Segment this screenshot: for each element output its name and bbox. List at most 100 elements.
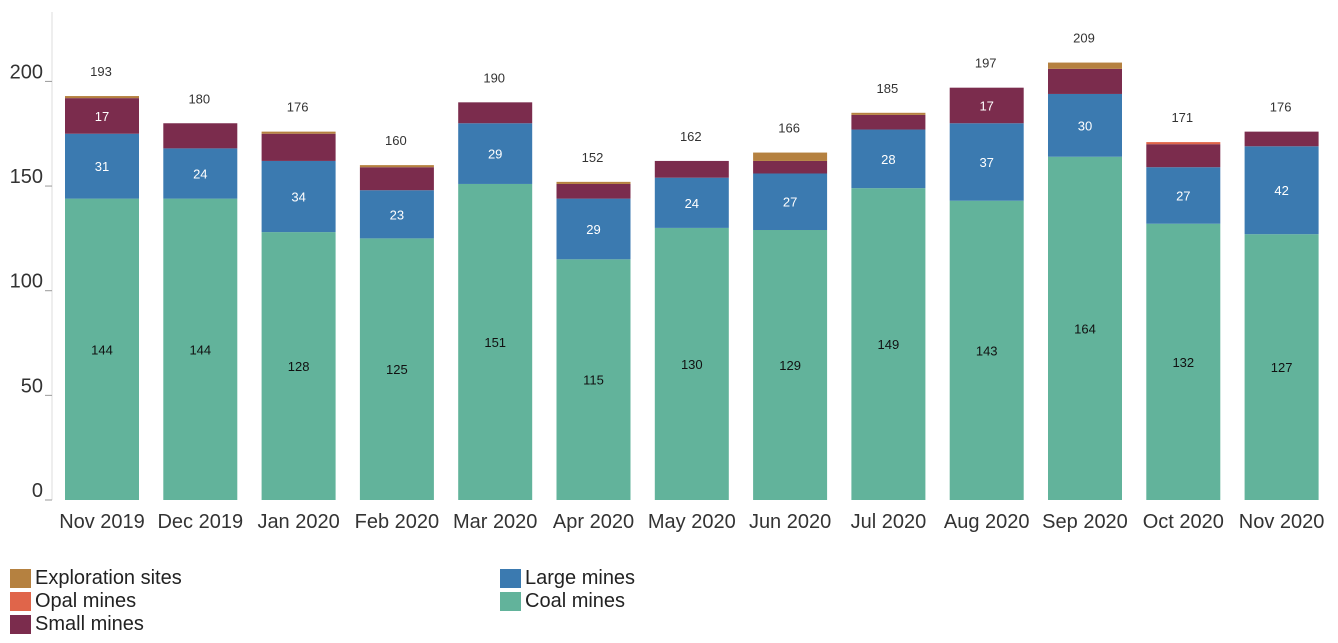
segment-label: 128 (288, 359, 310, 374)
stacked-bar-chart: 0 50 100 150 200 144 31 17 144 24 128 34 125 23 151 29… (10, 12, 1324, 533)
x-tick-label: Mar 2020 (453, 511, 538, 533)
bar-segment (556, 181, 631, 184)
bar-segment (556, 183, 631, 199)
segment-label: 27 (1176, 188, 1190, 203)
legend-item: Exploration sites (10, 567, 182, 590)
bar-segment (949, 123, 1024, 201)
bar-segment (261, 133, 336, 161)
bar-segment (65, 98, 139, 134)
segment-label: 144 (189, 342, 211, 357)
segment-label: 24 (685, 196, 699, 211)
total-label: 152 (582, 150, 604, 165)
bar-segment (1244, 146, 1319, 235)
segment-label: 30 (1078, 118, 1092, 133)
segment-label: 28 (881, 152, 895, 167)
bar-segment (458, 123, 533, 184)
legend-swatch (10, 592, 31, 611)
bar-segment (851, 188, 926, 500)
segment-label: 34 (291, 190, 305, 205)
legend-label: Coal mines (525, 590, 626, 612)
y-tick-label: 150 (10, 166, 43, 188)
total-label: 180 (188, 91, 210, 106)
bar-segment (949, 87, 1024, 124)
x-tick-label: Aug 2020 (944, 511, 1030, 533)
x-tick-label: Sep 2020 (1042, 511, 1128, 533)
segment-label: 149 (878, 337, 900, 352)
legend-label: Exploration sites (35, 567, 182, 589)
legend-label: Opal mines (35, 590, 137, 612)
total-label: 190 (483, 70, 505, 85)
bar-segment (556, 259, 631, 500)
segment-label: 151 (484, 335, 506, 350)
bar-segment (65, 133, 139, 199)
segment-label: 143 (976, 343, 998, 358)
bar-segment (163, 123, 238, 149)
legend-swatch (500, 592, 521, 611)
segment-label: 115 (583, 373, 604, 388)
bar-segment (458, 102, 533, 124)
legend-swatch (10, 615, 31, 634)
bar-segment (851, 114, 926, 130)
bar-segment (359, 167, 434, 191)
x-tick-label: Oct 2020 (1143, 511, 1224, 533)
segment-label: 29 (488, 147, 502, 162)
bar-segment (1146, 223, 1221, 500)
segment-label: 24 (193, 166, 207, 181)
x-tick-label: Jul 2020 (851, 511, 927, 533)
bar-segment (1048, 68, 1122, 94)
bar-segment (1146, 167, 1221, 224)
bar-segment (556, 198, 631, 260)
legend-item: Opal mines (10, 590, 136, 613)
bar-segment (1048, 62, 1122, 69)
bar-segment (163, 148, 238, 199)
segment-label: 127 (1271, 360, 1293, 375)
bar-segment (261, 232, 336, 500)
legend-item: Large mines (500, 567, 635, 590)
bar-segment (1244, 131, 1319, 147)
bar-segment (851, 129, 926, 189)
legend-swatch (10, 569, 31, 588)
bar-segment (753, 160, 828, 174)
segment-label: 31 (95, 159, 109, 174)
legend-label: Large mines (525, 567, 636, 589)
x-tick-label: Jun 2020 (749, 511, 831, 533)
bar-segment (753, 230, 828, 501)
total-label: 162 (680, 129, 702, 144)
bar-segment (753, 152, 828, 161)
legend-label: Small mines (35, 613, 144, 635)
bar-segment (359, 238, 434, 500)
x-tick-label: Apr 2020 (553, 511, 634, 533)
segment-label: 144 (91, 342, 113, 357)
total-label: 166 (778, 121, 800, 136)
segment-label: 37 (979, 155, 993, 170)
bar-segment (753, 173, 828, 231)
x-tick-label: Dec 2019 (157, 511, 243, 533)
segment-label: 130 (681, 357, 703, 372)
x-tick-label: Feb 2020 (355, 511, 440, 533)
x-axis-ticks: Nov 2019 Dec 2019 Jan 2020 Feb 2020 Mar 2020… (59, 511, 1324, 533)
x-tick-label: Nov 2019 (59, 511, 145, 533)
bar-segment (1146, 142, 1221, 145)
segment-label: 17 (979, 98, 993, 113)
total-label: 209 (1073, 31, 1095, 46)
bar-segment (654, 160, 729, 178)
segment-label: 164 (1074, 321, 1096, 336)
y-tick-label: 100 (10, 271, 43, 293)
y-axis-ticks: 0 50 100 150 200 (10, 61, 52, 502)
segment-label: 17 (95, 109, 109, 124)
bar-segment (851, 112, 926, 115)
total-label: 160 (385, 133, 407, 148)
segment-labels: 144 31 17 144 24 128 34 125 23 151 29 115 29 130 24 129… (91, 98, 1292, 387)
total-label: 176 (1270, 100, 1292, 115)
y-tick-label: 0 (32, 480, 43, 502)
bar-segment (654, 227, 729, 500)
bar-segment (654, 177, 729, 228)
bar-segment (1048, 93, 1122, 157)
segment-label: 27 (783, 195, 797, 210)
bars (65, 62, 1319, 501)
total-label: 197 (975, 56, 997, 71)
x-tick-label: May 2020 (648, 511, 736, 533)
total-labels: 193 180 176 160 190 152 162 166 185 197 209 171 176 (90, 31, 1291, 165)
bar-segment (1146, 144, 1221, 168)
total-label: 171 (1171, 110, 1193, 125)
